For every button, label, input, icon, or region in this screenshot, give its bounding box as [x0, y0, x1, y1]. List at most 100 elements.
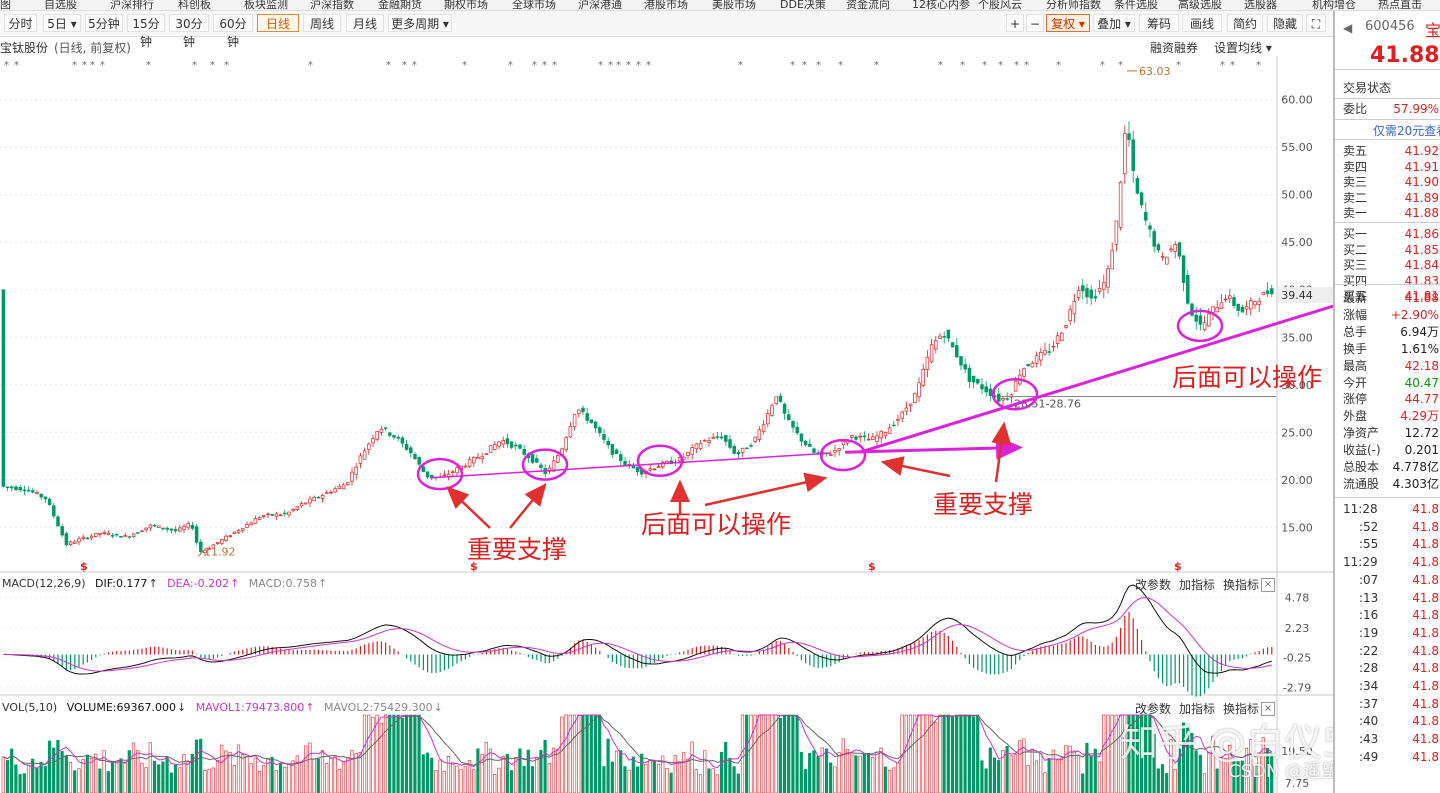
row-value: 12.72 [1404, 426, 1439, 441]
period-tab-9[interactable]: 更多周期 ▾ [388, 14, 452, 32]
volume-bar [425, 752, 430, 793]
volume-bar [1039, 753, 1043, 793]
tool-button-2[interactable]: 复权 ▾ [1046, 14, 1090, 32]
period-tab-3[interactable]: 15分钟 [127, 14, 165, 49]
top-menu-item[interactable]: 港股市场 [644, 0, 688, 11]
volume-bar [77, 768, 81, 793]
top-menu-item[interactable]: 分析师指数 [1046, 0, 1101, 11]
period-tab-0[interactable]: 分时 [4, 14, 37, 32]
top-menu-item[interactable]: 选股器 [1244, 0, 1277, 11]
top-menu-item[interactable]: 高级选股 [1178, 0, 1222, 11]
annotation-support-1: 重要支撑 [467, 535, 568, 564]
volume-bar [375, 714, 379, 793]
candle-body [1097, 288, 1102, 293]
tool-button-0[interactable]: + [1006, 14, 1024, 32]
candle-body [400, 437, 405, 444]
volume-bar [417, 714, 421, 793]
tool-button-5[interactable]: 画线 [1182, 14, 1222, 32]
candle-body [959, 356, 963, 366]
macd-dif: DIF:0.177 [95, 577, 148, 590]
trend-line [429, 452, 831, 479]
row-label: 总股本 [1343, 460, 1380, 474]
top-menu-item[interactable]: 沪深指数 [310, 0, 354, 11]
candle-body [131, 533, 136, 538]
candle-body [997, 393, 1001, 402]
row-value: 1.61% [1400, 341, 1439, 356]
top-menu-item[interactable]: 科创板 [178, 0, 211, 11]
period-tab-2[interactable]: 5分钟 [85, 14, 123, 32]
indicator-button-2[interactable]: 换指标 [1223, 702, 1260, 716]
top-menu-item[interactable]: 沪深排行 [110, 0, 154, 11]
indicator-button-0[interactable]: 改参数 [1135, 578, 1172, 592]
period-tab-4[interactable]: 30分钟 [169, 14, 209, 49]
tool-button-7[interactable]: 隐藏 [1267, 14, 1303, 32]
candle-body [127, 536, 132, 538]
top-menu-item[interactable]: 热点直击 [1378, 0, 1422, 11]
period-tab-1[interactable]: 5日 ▾ [43, 14, 81, 32]
volume-bar [862, 752, 866, 793]
top-menu-item[interactable]: 沪深港通 [578, 0, 622, 11]
star-marker-icon: * [82, 60, 87, 71]
kline-chart[interactable]: 15.0020.0025.0030.0035.0040.0045.0050.00… [0, 0, 1333, 793]
top-menu-item[interactable]: 金融期货 [378, 0, 422, 11]
indicator-button-0[interactable]: 改参数 [1135, 702, 1172, 716]
candle-body [904, 407, 909, 412]
indicator-button-1[interactable]: 加指标 [1179, 702, 1216, 716]
volume-bar [509, 770, 514, 793]
margin-trading-button[interactable]: 融资融券 [1150, 41, 1199, 55]
period-tab-6[interactable]: 日线 [257, 14, 299, 32]
candle-body [1169, 248, 1173, 251]
candle-body [245, 524, 249, 528]
set-ma-button[interactable]: 设置均线 ▾ [1214, 41, 1272, 55]
candle-body [1253, 301, 1257, 306]
top-menu-item[interactable]: 图 [0, 0, 11, 11]
volume-bar [257, 771, 262, 793]
tick-row: :43 41.8 [1343, 731, 1439, 747]
period-tab-8[interactable]: 月线 [346, 14, 384, 32]
candle-body [614, 449, 619, 455]
top-menu-item[interactable]: 全球市场 [512, 0, 556, 11]
indicator-button-1[interactable]: 加指标 [1179, 578, 1216, 592]
volume-bar [102, 750, 106, 793]
tool-button-1[interactable]: − [1026, 14, 1044, 32]
indicator-button-2[interactable]: 换指标 [1223, 578, 1260, 592]
top-menu-item[interactable]: 美股市场 [712, 0, 756, 11]
candle-body [1270, 288, 1274, 295]
row-label: 买三 [1343, 258, 1368, 273]
volume-bar [245, 756, 249, 793]
top-menu-item[interactable]: 条件选股 [1114, 0, 1158, 11]
row-value: 6.94万 [1400, 324, 1439, 339]
star-marker-icon: * [412, 60, 417, 71]
back-arrow-icon[interactable]: ◀ [1343, 21, 1353, 35]
close-macd-icon[interactable]: × [1261, 578, 1275, 592]
candle-body [1123, 133, 1127, 175]
close-vol-icon[interactable]: × [1261, 702, 1275, 716]
vol-header: VOL(5,10) VOLUME:69367.000↓ MAVOL1:79473… [2, 701, 449, 714]
volume-bar [812, 750, 816, 793]
top-menu-item[interactable]: 期权市场 [444, 0, 488, 11]
top-menu-item[interactable]: 自选股 [44, 0, 77, 11]
tick-row: :49 41.8 [1343, 749, 1439, 765]
volume-bar [1001, 750, 1005, 793]
top-menu-item[interactable]: 机构增仓 [1312, 0, 1356, 11]
candle-body [1177, 242, 1182, 257]
tool-button-3[interactable]: 叠加 ▾ [1093, 14, 1135, 32]
candle-body [770, 405, 774, 416]
macd-header: MACD(12,26,9) DIF:0.177↑ DEA:-0.202↑ MAC… [2, 577, 333, 590]
candle-body [350, 471, 354, 482]
top-menu-item[interactable]: DDE决策 [780, 0, 826, 11]
tool-button-4[interactable]: 筹码 [1139, 14, 1179, 32]
period-tab-7[interactable]: 周线 [303, 14, 341, 32]
top-menu-item[interactable]: 12核心内参 [912, 0, 970, 11]
top-menu-item[interactable]: 资金流向 [846, 0, 890, 11]
tool-button-6[interactable]: 简约 [1227, 14, 1263, 32]
top-menu-item[interactable]: 个股风云 [978, 0, 1022, 11]
volume-bar [917, 714, 921, 793]
promo-link[interactable]: 仅需20元查看 [1373, 124, 1440, 138]
period-tab-5[interactable]: 60分钟 [213, 14, 253, 49]
fullscreen-icon[interactable]: ⛶ [1306, 14, 1326, 32]
row-value: 41.8 [1412, 714, 1439, 729]
candle-body [1223, 298, 1228, 301]
top-menu-item[interactable]: 板块监测 [244, 0, 288, 11]
candle-body [190, 524, 195, 529]
